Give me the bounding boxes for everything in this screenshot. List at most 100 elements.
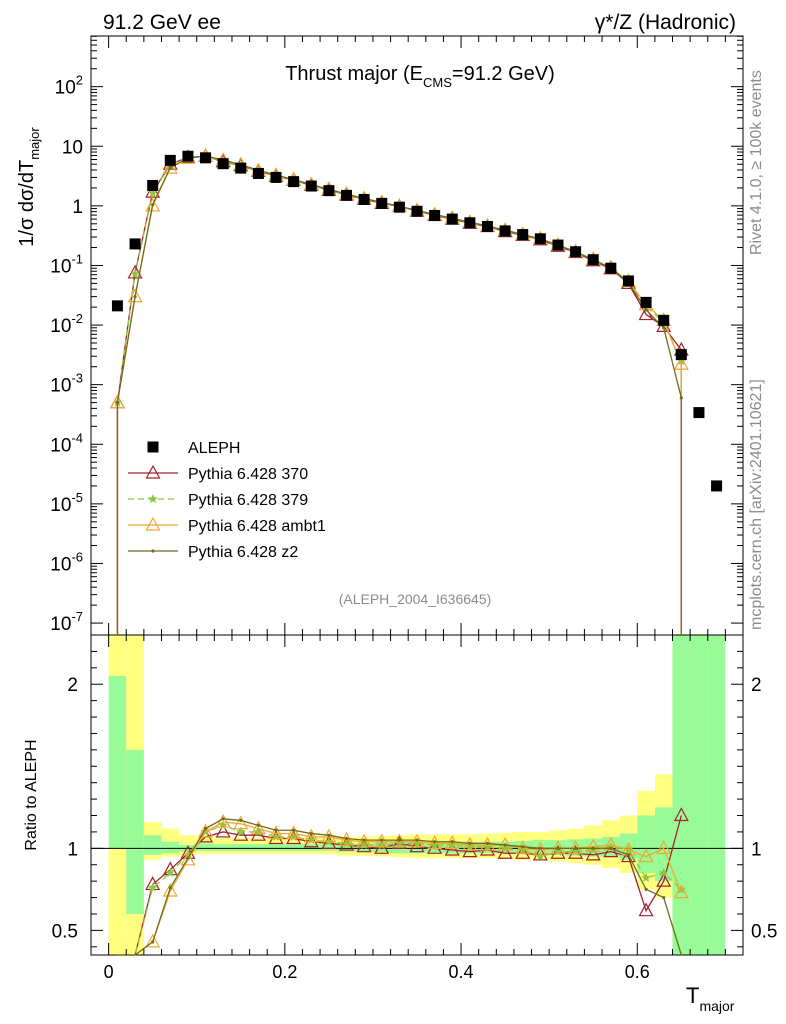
y-tick-label: 10-1 [50, 251, 83, 277]
ratio-point-Pythia-6.428-ambt1 [162, 882, 178, 897]
ratio-point-Pythia-6.428-z2 [450, 840, 454, 844]
ratio-point-Pythia-6.428-370 [638, 902, 654, 917]
ratio-point-Pythia-6.428-370 [479, 841, 495, 856]
data-point-ALEPH [464, 217, 476, 229]
chart-title-main: Thrust major (E [285, 63, 423, 85]
ratio-point-Pythia-6.428-z2 [327, 833, 331, 837]
ratio-point-Pythia-6.428-z2 [274, 828, 278, 832]
data-point-ALEPH [111, 300, 123, 312]
ratio-point-Pythia-6.428-z2 [626, 853, 631, 857]
legend-label: Pythia 6.428 379 [188, 492, 308, 509]
ratio-point-Pythia-6.428-z2 [151, 940, 155, 944]
ratio-point-Pythia-6.428-z2 [573, 846, 578, 850]
ratio-point-Pythia-6.428-379 [394, 838, 405, 848]
point-Pythia-6.428-ambt1 [162, 159, 178, 174]
analysis-watermark: (ALEPH_2004_I636645) [339, 591, 492, 607]
ratio-point-Pythia-6.428-z2 [256, 823, 261, 827]
ratio-point-Pythia-6.428-ambt1 [233, 815, 249, 830]
point-Pythia-6.428-z2 [644, 308, 648, 312]
ratio-point-Pythia-6.428-ambt1 [286, 825, 302, 840]
data-point-ALEPH [675, 349, 687, 361]
ratio-point-Pythia-6.428-370 [233, 826, 249, 841]
y-axis-label-main: 1/σ dσ/dT [16, 160, 38, 247]
ratio-point-Pythia-6.428-z2 [168, 886, 172, 890]
ratio-point-Pythia-6.428-379 [165, 867, 176, 877]
data-point-ALEPH [200, 152, 212, 164]
legend-label: Pythia 6.428 ambt1 [188, 518, 326, 535]
point-Pythia-6.428-ambt1 [145, 197, 161, 212]
band-inner [690, 635, 708, 955]
ratio-point-Pythia-6.428-z2 [362, 838, 366, 842]
legend-label: ALEPH [188, 440, 240, 457]
ratio-point-Pythia-6.428-ambt1 [497, 836, 513, 851]
chart-title: Thrust major (ECMS=91.2 GeV) [285, 63, 555, 90]
data-point-ALEPH [129, 238, 141, 250]
ratio-point-Pythia-6.428-z2 [239, 818, 243, 823]
band-inner [425, 841, 444, 854]
ratio-point-Pythia-6.428-379 [147, 882, 158, 892]
ratio-point-Pythia-6.428-z2 [292, 828, 296, 832]
legend-marker [148, 494, 158, 503]
data-point-ALEPH [411, 205, 423, 217]
data-point-ALEPH [499, 225, 511, 237]
point-Pythia-6.428-379 [147, 187, 158, 197]
data-point-ALEPH [552, 239, 564, 251]
data-point-ALEPH [164, 154, 176, 166]
data-point-ALEPH [587, 254, 599, 266]
site-label-group: mcplots.cern.ch [arXiv:2401.10621] [748, 379, 765, 630]
y-tick-label: 10-4 [50, 430, 83, 456]
ratio-point-Pythia-6.428-370 [427, 840, 443, 854]
ratio-point-Pythia-6.428-379 [236, 826, 246, 836]
ratio-frame-box [90, 634, 744, 956]
ratio-point-Pythia-6.428-370 [409, 838, 425, 853]
y-tick-label: 102 [55, 73, 83, 99]
ratio-point-Pythia-6.428-z2 [662, 895, 666, 900]
ratio-point-Pythia-6.428-z2 [503, 843, 507, 847]
data-point-ALEPH [358, 193, 370, 205]
band-inner [267, 844, 285, 851]
ratio-point-Pythia-6.428-z2 [609, 846, 613, 850]
data-point-ALEPH [481, 221, 493, 233]
series-line-Pythia-6.428-z2 [116, 155, 682, 635]
data-point-ALEPH [376, 197, 388, 209]
header-right: γ*/Z (Hadronic) [595, 11, 736, 34]
band-inner [196, 843, 215, 851]
ratio-point-Pythia-6.428-379 [465, 841, 475, 851]
data-point-ALEPH [534, 233, 546, 245]
data-point-ALEPH [517, 229, 529, 241]
ratio-series-layer [117, 807, 689, 956]
ratio-point-Pythia-6.428-z2 [309, 831, 313, 836]
ratio-point-Pythia-6.428-ambt1 [603, 836, 619, 851]
series-line-Pythia-6.428-370 [116, 155, 682, 635]
header-left: 91.2 GeV ee [103, 11, 221, 34]
series-line-Pythia-6.428-ambt1 [116, 155, 682, 635]
ratio-y-label: Ratio to ALEPH [23, 739, 40, 850]
band-inner [302, 844, 321, 851]
ratio-point-Pythia-6.428-379 [641, 872, 651, 882]
ratio-point-Pythia-6.428-ambt1 [638, 848, 654, 863]
point-Pythia-6.428-z2 [679, 396, 683, 400]
data-point-ALEPH [182, 150, 194, 162]
data-point-ALEPH [658, 314, 670, 326]
ratio-point-Pythia-6.428-z2 [380, 838, 384, 842]
point-Pythia-6.428-370 [145, 183, 161, 198]
ratio-point-Pythia-6.428-ambt1 [585, 838, 601, 853]
ratio-point-Pythia-6.428-z2 [485, 841, 490, 846]
legend-marker [147, 441, 159, 453]
ratio-point-Pythia-6.428-ambt1 [656, 840, 672, 854]
point-Pythia-6.428-z2 [662, 326, 666, 330]
ratio-point-Pythia-6.428-370 [215, 823, 231, 838]
x-tick-label: 0 [104, 962, 114, 982]
ratio-point-Pythia-6.428-ambt1 [180, 851, 196, 866]
data-point-ALEPH [147, 179, 159, 191]
x-tick-label: 0.4 [449, 962, 474, 982]
ratio-point-Pythia-6.428-z2 [186, 856, 190, 860]
ratio-point-Pythia-6.428-z2 [221, 817, 225, 821]
main-series-layer [109, 147, 723, 635]
band-inner [320, 844, 338, 851]
ratio-point-Pythia-6.428-379 [377, 840, 387, 850]
ratio-point-Pythia-6.428-370 [656, 872, 672, 887]
ratio-point-Pythia-6.428-370 [532, 846, 548, 861]
rivet-label-group: Rivet 4.1.0, ≥ 100k events [748, 70, 765, 255]
